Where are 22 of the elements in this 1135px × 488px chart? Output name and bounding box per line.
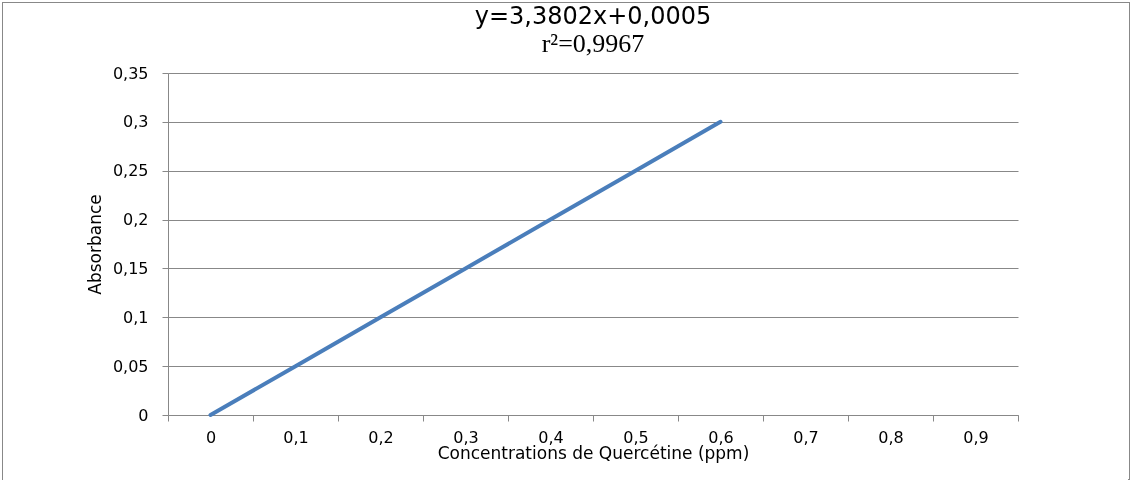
y-axis-title: Absorbance [84,194,105,295]
x-tick-label: 0,9 [963,427,989,447]
x-tick-label: 0,8 [878,427,904,447]
x-tick-label: 0,4 [538,427,564,447]
x-tick-label: 0,5 [623,427,649,447]
x-tick-label: 0,3 [453,427,479,447]
y-tick-label: 0,35 [112,63,149,83]
x-tick-label: 0,2 [368,427,394,447]
y-tick-label: 0 [138,405,149,425]
y-tick-label: 0,05 [112,356,149,376]
y-tick-label: 0,3 [123,112,149,132]
y-tick-label: 0,2 [123,210,149,230]
y-tick-label: 0,25 [112,161,149,181]
chart-subtitle: r²=0,9967 [541,29,645,58]
x-tick-label: 0,7 [793,427,819,447]
chart-title: y=3,3802x+0,0005 [474,2,712,30]
x-tick-label: 0,6 [708,427,734,447]
y-tick-label: 0,15 [112,258,149,278]
x-tick-label: 0 [205,427,217,447]
y-tick-label: 0,1 [123,307,149,327]
x-tick-label: 0,1 [283,427,309,447]
line-series [208,119,723,417]
